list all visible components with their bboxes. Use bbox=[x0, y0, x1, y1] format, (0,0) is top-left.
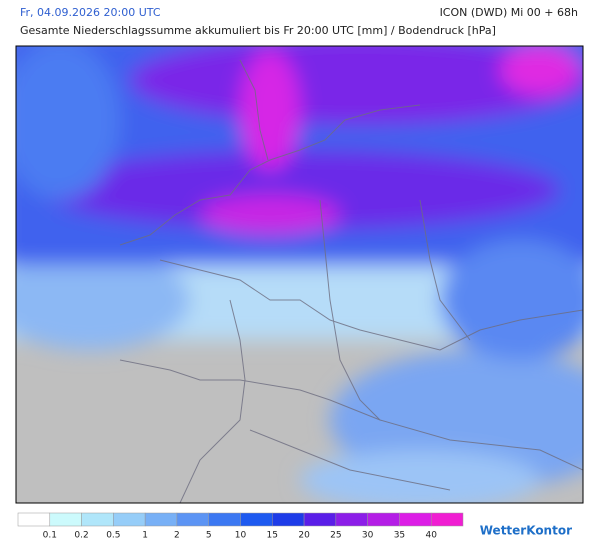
legend-swatch bbox=[335, 512, 368, 527]
legend: 0.1 0.2 0.5 1 2 5 10 15 20 25 30 35 40 bbox=[17, 512, 464, 541]
legend-swatch bbox=[176, 512, 209, 527]
legend-swatch bbox=[17, 512, 51, 527]
legend-swatch bbox=[430, 512, 464, 527]
model-run: ICON (DWD) Mi 00 + 68h bbox=[440, 6, 578, 19]
legend-label: 0.2 bbox=[74, 531, 88, 541]
legend-label: 20 bbox=[298, 531, 310, 541]
legend-label: 30 bbox=[362, 531, 374, 541]
subtitle: Gesamte Niederschlagssumme akkumuliert b… bbox=[20, 24, 496, 37]
legend-swatch bbox=[81, 512, 114, 527]
legend-label: 15 bbox=[267, 531, 278, 541]
date: Fr, 04.09.2026 20:00 UTC bbox=[20, 6, 161, 19]
legend-swatch bbox=[303, 512, 337, 527]
legend-swatch bbox=[367, 512, 400, 527]
legend-label: 25 bbox=[330, 531, 341, 541]
legend-label: 0.5 bbox=[106, 531, 120, 541]
legend-swatch bbox=[208, 512, 241, 527]
legend-label: 10 bbox=[235, 531, 247, 541]
legend-label: 35 bbox=[394, 531, 405, 541]
logo: WetterKontor bbox=[480, 524, 572, 538]
legend-label: 0.1 bbox=[43, 531, 57, 541]
map-frame bbox=[15, 45, 584, 504]
legend-swatch bbox=[113, 512, 146, 527]
legend-label: 2 bbox=[174, 531, 180, 541]
legend-swatch bbox=[272, 512, 305, 527]
legend-label: 1 bbox=[142, 531, 148, 541]
legend-swatch bbox=[399, 512, 432, 527]
legend-label: 40 bbox=[425, 531, 437, 541]
legend-swatch bbox=[144, 512, 178, 527]
legend-swatch bbox=[49, 512, 82, 527]
map bbox=[16, 46, 583, 503]
legend-swatch bbox=[240, 512, 273, 527]
legend-label: 5 bbox=[206, 531, 212, 541]
